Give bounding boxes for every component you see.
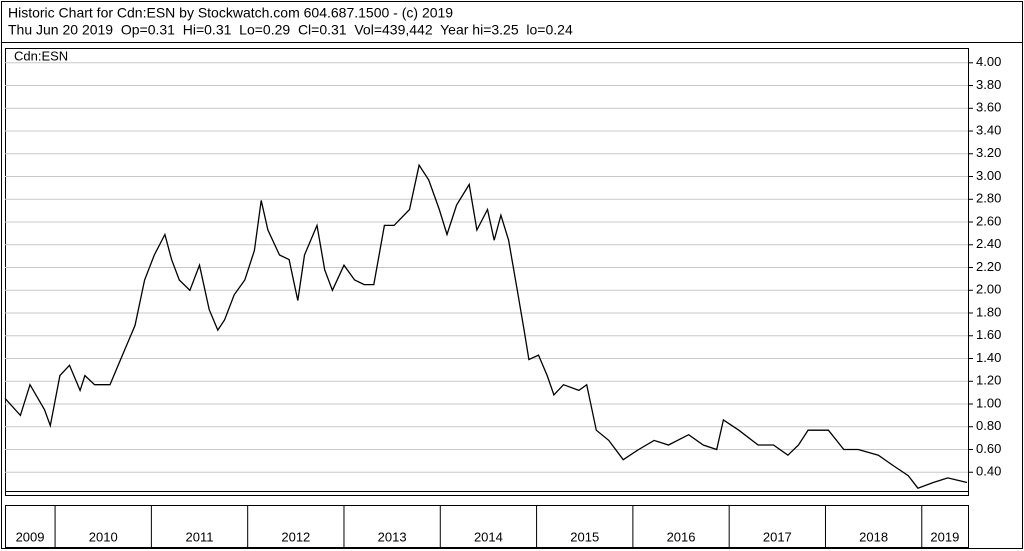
y-tick-label: 1.20 [976,373,1001,388]
y-tick-label: 2.20 [976,259,1001,274]
y-tick-label: 2.40 [976,236,1001,251]
price-line [4,163,968,489]
y-tick-label: 3.60 [976,100,1001,115]
y-tick-label: 2.60 [976,213,1001,228]
symbol-label: Cdn:ESN [14,48,68,63]
x-tick-label: 2011 [186,529,214,544]
plot-frame [5,48,969,496]
y-tick-label: 2.80 [976,191,1001,206]
y-tick-label: 1.60 [976,327,1001,342]
y-tick-label: 3.40 [976,122,1001,137]
chart-title: Historic Chart for Cdn:ESN by Stockwatch… [8,5,453,21]
x-tick-label: 2016 [667,529,696,544]
y-tick-label: 4.00 [976,54,1001,69]
y-tick-label: 0.40 [976,464,1001,479]
y-tick-label: 0.60 [976,441,1001,456]
y-tick-label: 1.40 [976,350,1001,365]
y-tick-label: 1.80 [976,304,1001,319]
x-tick-label: 2014 [474,529,503,544]
y-tick-label: 2.00 [976,282,1001,297]
x-tick-label: 2009 [16,529,45,544]
chart-subtitle: Thu Jun 20 2019 Op=0.31 Hi=0.31 Lo=0.29 … [8,22,573,38]
y-tick-label: 3.00 [976,168,1001,183]
y-tick-label: 3.80 [976,77,1001,92]
y-tick-label: 3.20 [976,145,1001,160]
x-tick-label: 2018 [859,529,888,544]
x-tick-label: 2012 [281,529,310,544]
y-tick-label: 0.80 [976,418,1001,433]
x-tick-label: 2019 [930,529,959,544]
year-band [5,505,969,548]
y-tick-label: 1.00 [976,395,1001,410]
x-tick-label: 2010 [89,529,118,544]
x-tick-label: 2013 [378,529,407,544]
x-tick-label: 2015 [570,529,599,544]
x-tick-label: 2017 [763,529,792,544]
